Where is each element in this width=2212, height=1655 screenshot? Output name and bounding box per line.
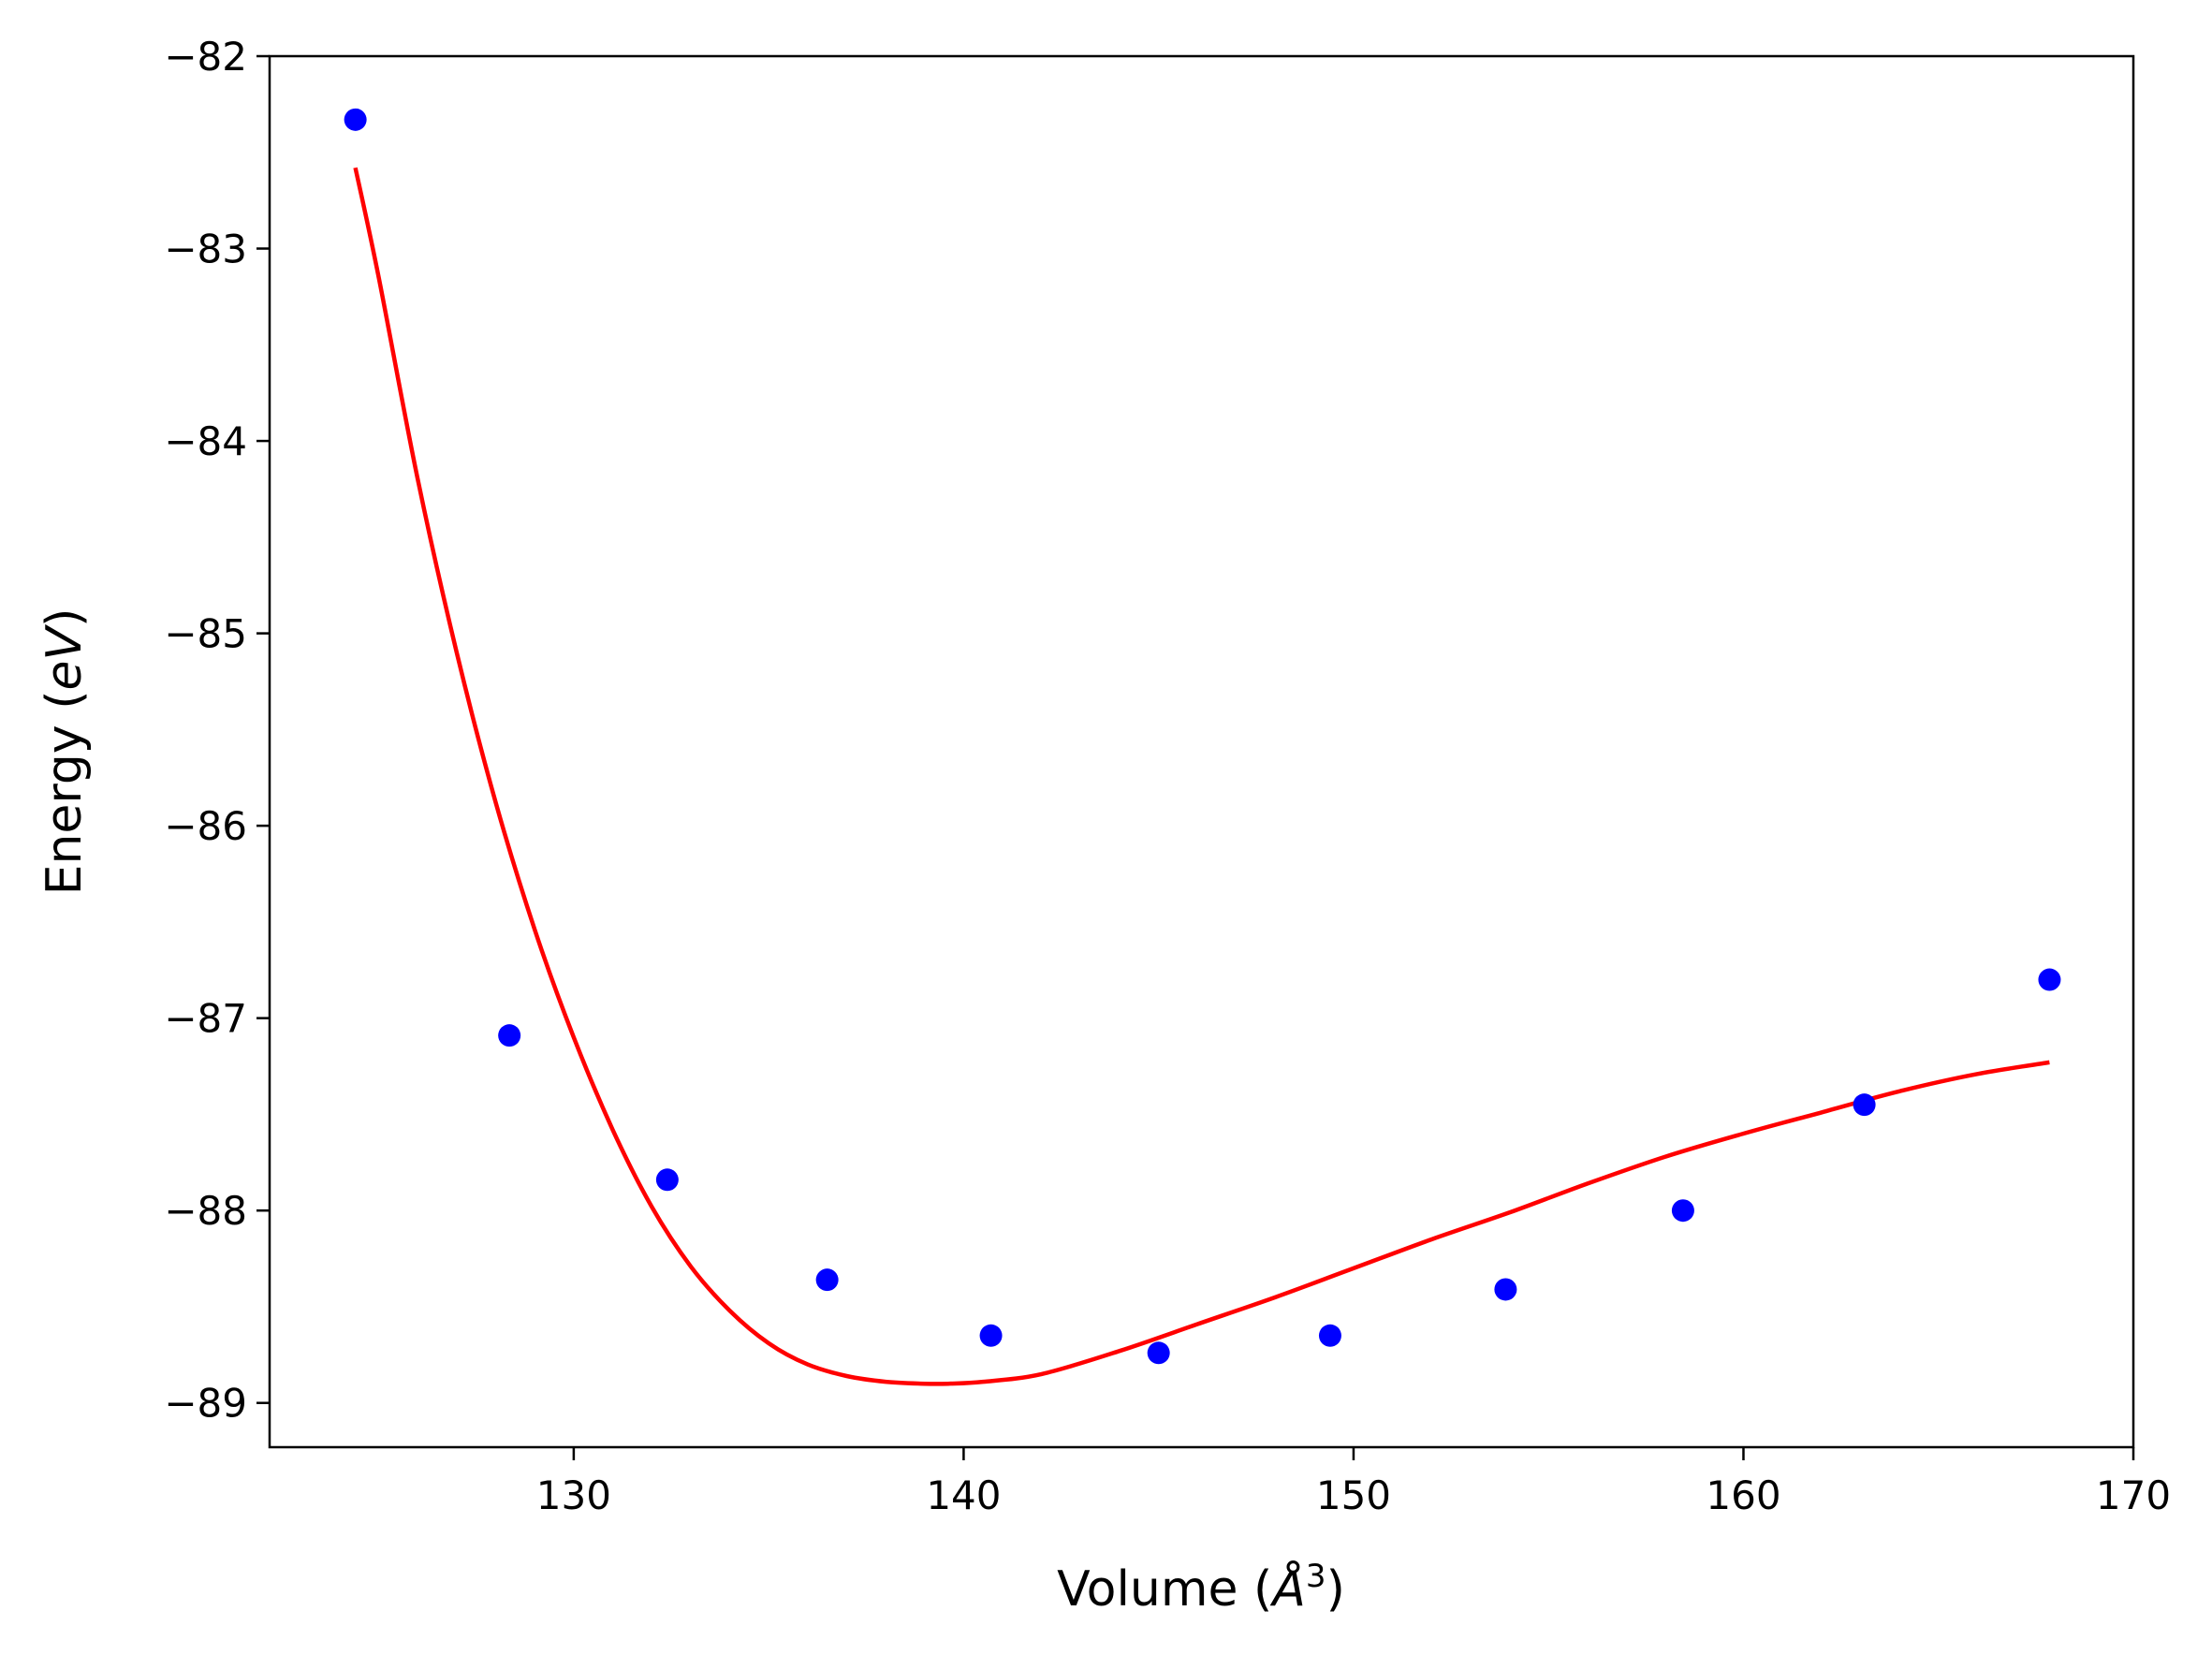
data-point [1671, 1199, 1694, 1223]
data-point [344, 108, 367, 131]
x-axis-label: Volume (Å3) [1057, 1558, 1345, 1618]
data-point [655, 1168, 679, 1192]
y-tick-label: −83 [164, 227, 247, 272]
y-tick-label: −89 [164, 1381, 247, 1427]
y-tick-label: −88 [164, 1188, 247, 1234]
x-tick-label: 170 [2096, 1472, 2171, 1518]
data-point [1318, 1324, 1341, 1347]
y-tick-label: −86 [164, 803, 247, 849]
x-tick-label: 160 [1706, 1472, 1780, 1518]
y-axis-label: Energy (eV) [37, 608, 93, 896]
data-point [815, 1268, 839, 1292]
data-point [1853, 1093, 1876, 1117]
x-tick-label: 150 [1316, 1472, 1391, 1518]
fit-curve-line [353, 167, 2050, 1386]
x-tick-label: 140 [926, 1472, 1001, 1518]
x-tick-label: 130 [536, 1472, 611, 1518]
data-point [2038, 968, 2061, 991]
data-point [498, 1024, 521, 1047]
y-tick-label: −84 [164, 418, 247, 464]
x-axis-ticks: 130 140 150 160 170 [536, 1447, 2171, 1518]
y-tick-label: −82 [164, 34, 247, 80]
data-point [1494, 1278, 1517, 1301]
plot-frame [268, 54, 2135, 1449]
y-axis-ticks: −82 −83 −84 −85 −86 −87 −88 −89 [164, 34, 270, 1427]
y-tick-label: −85 [164, 611, 247, 657]
data-point [979, 1324, 1003, 1347]
y-tick-label: −87 [164, 996, 247, 1042]
plot-area [344, 108, 2061, 1386]
data-point [1147, 1341, 1170, 1365]
